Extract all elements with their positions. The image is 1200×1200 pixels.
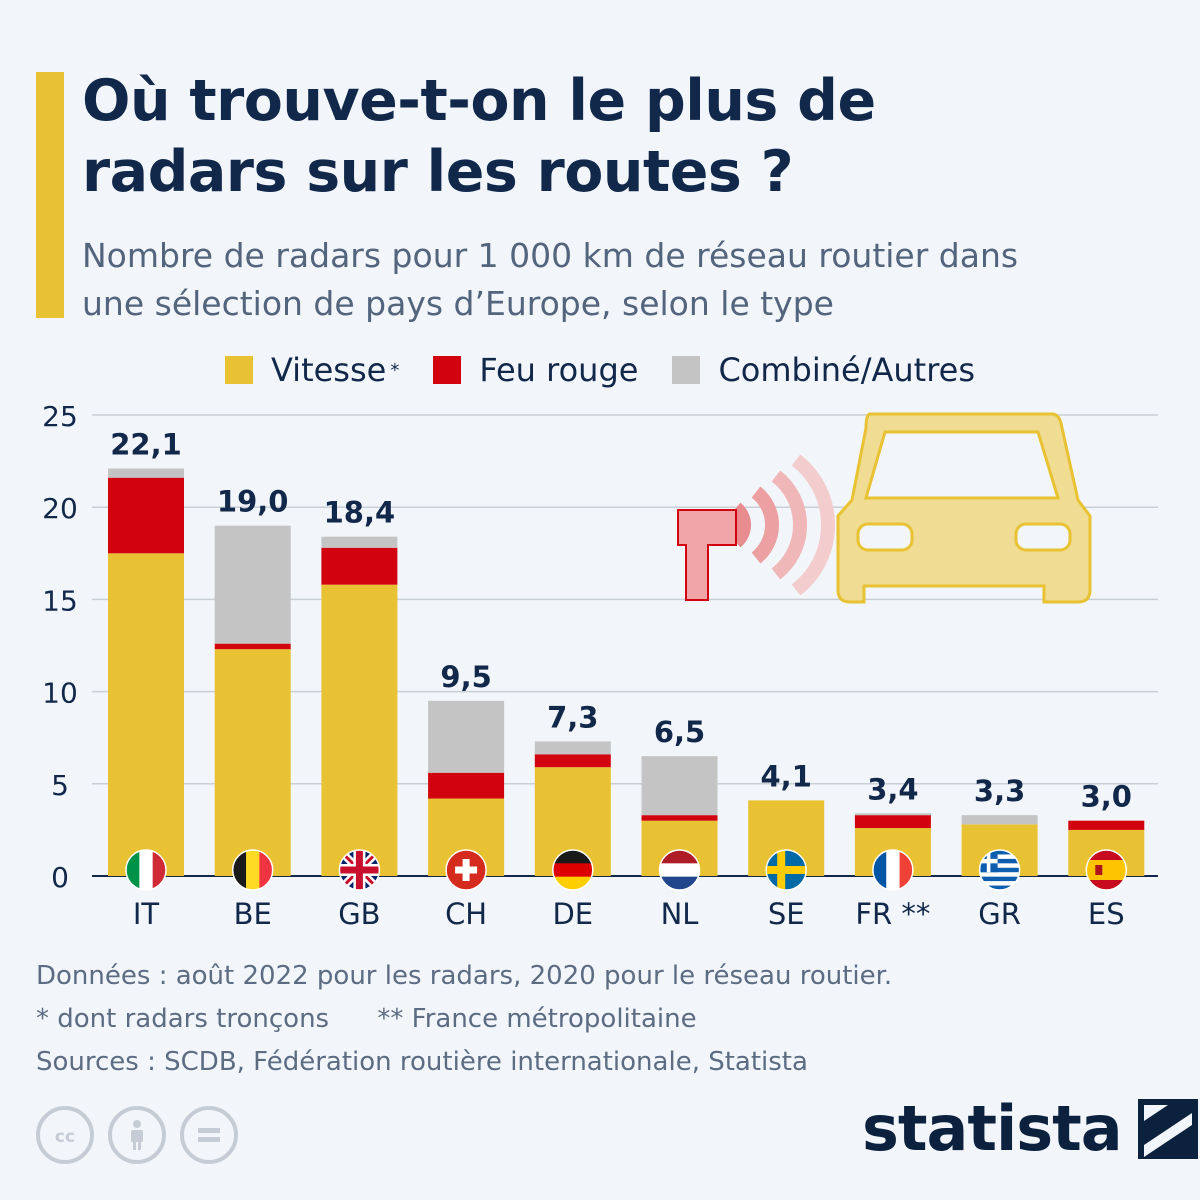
footnote-france: ** France métropolitaine bbox=[377, 1004, 697, 1034]
france-flag-icon bbox=[872, 849, 914, 891]
bar-total-label: 7,3 bbox=[547, 700, 598, 734]
bar-segment-es-feurouge bbox=[1068, 820, 1145, 830]
x-tick-label: CH bbox=[445, 897, 487, 931]
statista-logo[interactable]: statista bbox=[862, 1092, 1198, 1165]
bar-total-label: 9,5 bbox=[440, 660, 491, 694]
legend-swatch-speed bbox=[224, 356, 253, 384]
bar-segment-gr-combinautres bbox=[961, 815, 1038, 825]
footnote-speed: * dont radars tronçons bbox=[36, 1004, 330, 1034]
bar-segment-be-combinautres bbox=[214, 525, 291, 644]
title-line-2: radars sur les routes ? bbox=[82, 139, 794, 205]
svg-text:cc: cc bbox=[55, 1127, 75, 1147]
subtitle-line-1: Nombre de radars pour 1 000 km de réseau… bbox=[82, 236, 1019, 275]
legend-swatch-other bbox=[672, 356, 701, 384]
y-tick-label: 5 bbox=[51, 769, 69, 802]
y-tick-label: 20 bbox=[42, 492, 78, 525]
sources-note: Sources : SCDB, Fédération routière inte… bbox=[36, 1047, 808, 1077]
legend-label-speed: Vitesse bbox=[270, 351, 387, 389]
footnotes-row: * dont radars tronçons ** France métropo… bbox=[36, 998, 1156, 1041]
bar-segment-gb-combinautres bbox=[321, 536, 398, 548]
x-tick-label: ES bbox=[1088, 897, 1125, 931]
legend-item-redlight: Feu rouge bbox=[433, 351, 638, 389]
x-tick-label: SE bbox=[768, 897, 805, 931]
bar-segment-gb-feurouge bbox=[321, 547, 398, 585]
cc-icon[interactable]: cc bbox=[36, 1106, 94, 1164]
x-tick-label: FR ** bbox=[855, 897, 930, 931]
chart-legend: Vitesse * Feu rouge Combiné/Autres bbox=[0, 348, 1200, 392]
page-title: Où trouve-t-on le plus de radars sur les… bbox=[82, 66, 1162, 208]
bar-segment-fr-feurouge bbox=[854, 815, 931, 829]
speed-camera-illustration bbox=[677, 412, 1092, 604]
subtitle-line-2: une sélection de pays d’Europe, selon le… bbox=[82, 284, 834, 323]
legend-label-redlight: Feu rouge bbox=[479, 351, 639, 389]
bar-segment-fr-combinautres bbox=[854, 813, 931, 816]
title-accent-bar bbox=[36, 72, 64, 318]
y-tick-label: 25 bbox=[42, 400, 78, 433]
y-tick-label: 15 bbox=[42, 584, 78, 617]
attribution-icon[interactable] bbox=[108, 1106, 166, 1164]
no-derivatives-icon[interactable] bbox=[180, 1106, 238, 1164]
bar-segment-de-feurouge bbox=[534, 754, 611, 768]
bar-segment-it-combinautres bbox=[108, 468, 184, 478]
radar-bar-chart: 0 5 10 15 20 25 22,1 IT 19,0 BE 18,4 GB 9,5 CH 7,3 DE 6… bbox=[42, 400, 1158, 931]
bar-total-label: 19,0 bbox=[217, 485, 289, 519]
bar-segment-ch-combinautres bbox=[428, 700, 505, 773]
car-icon bbox=[836, 412, 1092, 604]
x-tick-label: GR bbox=[978, 897, 1021, 931]
switzerland-flag-icon bbox=[445, 849, 487, 891]
bar-segment-be-vitesse bbox=[214, 649, 291, 876]
x-tick-label: DE bbox=[552, 897, 593, 931]
legend-item-other: Combiné/Autres bbox=[672, 351, 975, 389]
bars bbox=[108, 468, 1145, 876]
y-tick-label: 0 bbox=[51, 861, 69, 894]
x-tick-label: GB bbox=[338, 897, 380, 931]
chart-footer: Données : août 2022 pour les radars, 202… bbox=[36, 955, 1156, 1084]
bar-segment-de-combinautres bbox=[534, 741, 611, 755]
uk-flag-icon bbox=[338, 849, 381, 891]
bar-labels: 22,1 IT 19,0 BE 18,4 GB 9,5 CH 7,3 DE 6,5 NL 4,1 SE 3,… bbox=[110, 427, 1132, 931]
bar-total-label: 6,5 bbox=[654, 715, 705, 749]
germany-flag-icon bbox=[552, 849, 594, 891]
legend-label-other: Combiné/Autres bbox=[718, 351, 976, 389]
greece-flag-icon bbox=[978, 849, 1021, 891]
statista-mark-icon bbox=[1137, 1098, 1198, 1159]
bar-segment-it-vitesse bbox=[108, 553, 184, 876]
netherlands-flag-icon bbox=[658, 849, 701, 891]
bar-segment-it-feurouge bbox=[108, 477, 184, 554]
bar-segment-gb-vitesse bbox=[321, 584, 398, 876]
bar-total-label: 3,3 bbox=[974, 774, 1025, 808]
data-note: Données : août 2022 pour les radars, 202… bbox=[36, 961, 893, 991]
bar-total-label: 3,4 bbox=[867, 772, 918, 806]
x-tick-label: NL bbox=[661, 897, 699, 931]
spain-flag-icon bbox=[1085, 849, 1128, 891]
belgium-flag-icon bbox=[231, 849, 274, 891]
x-tick-label: BE bbox=[234, 897, 272, 931]
bar-segment-be-feurouge bbox=[214, 643, 291, 650]
brand-name: statista bbox=[862, 1092, 1123, 1165]
x-tick-label: IT bbox=[133, 897, 160, 931]
title-line-1: Où trouve-t-on le plus de bbox=[82, 68, 876, 134]
bar-segment-ch-feurouge bbox=[428, 772, 505, 799]
bar-total-label: 18,4 bbox=[324, 496, 396, 530]
page-subtitle: Nombre de radars pour 1 000 km de réseau… bbox=[82, 232, 1172, 328]
bar-segment-nl-combinautres bbox=[641, 756, 718, 816]
radar-waves-icon bbox=[731, 454, 836, 596]
bar-total-label: 22,1 bbox=[110, 427, 182, 461]
y-tick-label: 10 bbox=[42, 677, 78, 710]
license-icons: cc bbox=[36, 1106, 238, 1164]
italy-flag-icon bbox=[125, 849, 167, 891]
legend-marker-speed: * bbox=[390, 359, 400, 381]
sweden-flag-icon bbox=[765, 849, 807, 891]
speed-camera-icon bbox=[677, 509, 737, 601]
bar-total-label: 3,0 bbox=[1081, 780, 1132, 814]
bar-total-label: 4,1 bbox=[761, 759, 812, 793]
legend-swatch-redlight bbox=[433, 356, 462, 384]
bar-segment-nl-feurouge bbox=[641, 815, 718, 821]
legend-item-speed: Vitesse * bbox=[224, 351, 400, 389]
